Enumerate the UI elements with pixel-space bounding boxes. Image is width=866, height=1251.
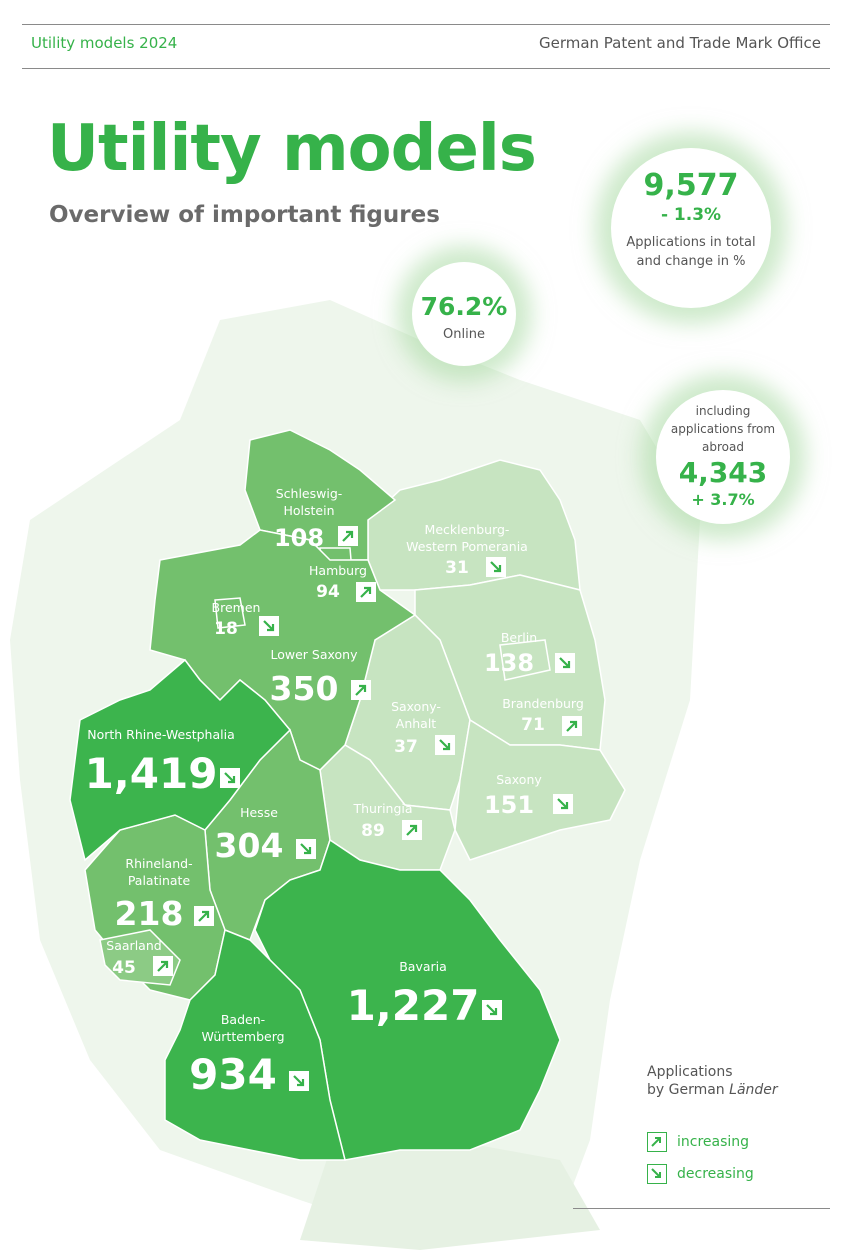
region-value-bavaria: 1,227 (347, 981, 480, 1030)
region-name-saarland: Saarland (106, 938, 161, 953)
region-value-hesse: 304 (215, 826, 284, 865)
region-value-hamburg: 94 (316, 582, 340, 602)
arrow-down-right-icon-bremen (259, 616, 279, 636)
region-name-saxony-anhalt-1: Saxony- (391, 699, 441, 714)
region-value-brandenburg: 71 (521, 715, 545, 735)
arrow-up-right-icon (647, 1132, 667, 1152)
total-applications-label-1: Applications in total (611, 233, 771, 252)
region-name-berlin: Berlin (501, 630, 537, 645)
region-value-schleswig-holstein: 108 (274, 524, 324, 552)
arrow-down-right-icon-bavaria (482, 1000, 502, 1020)
arrow-up-right-icon-schleswig-holstein (338, 526, 358, 546)
arrow-up-right-icon-hamburg (356, 582, 376, 602)
arrow-down-right-icon-north-rhine-westphalia (220, 768, 240, 788)
region-value-berlin: 138 (484, 649, 534, 677)
legend-title: Applications by German Länder (647, 1063, 778, 1099)
legend-title-italic: Länder (729, 1082, 778, 1098)
region-name-baden-wurttemberg-1: Baden- (221, 1012, 265, 1027)
legend-increasing-label: increasing (677, 1134, 749, 1150)
total-applications-value: 9,577 (611, 168, 771, 203)
arrow-up-right-icon-rhineland-palatinate (194, 906, 214, 926)
region-value-thuringia: 89 (361, 821, 385, 841)
arrow-up-right-icon-saarland (153, 956, 173, 976)
region-name-lower-saxony: Lower Saxony (271, 647, 359, 662)
region-value-saxony: 151 (484, 791, 534, 819)
region-name-hamburg: Hamburg (309, 563, 367, 578)
region-value-north-rhine-westphalia: 1,419 (85, 749, 218, 798)
region-value-baden-wurttemberg: 934 (189, 1050, 277, 1099)
region-value-saxony-anhalt: 37 (394, 737, 418, 757)
arrow-up-right-icon-thuringia (402, 820, 422, 840)
online-value: 76.2% (412, 292, 516, 321)
footer-rule (573, 1208, 830, 1209)
arrow-down-right-icon-hesse (296, 839, 316, 859)
region-name-schleswig-holstein-2: Holstein (283, 503, 334, 518)
region-name-saxony: Saxony (496, 772, 542, 787)
region-name-schleswig-holstein-1: Schleswig- (276, 486, 343, 501)
region-name-hesse: Hesse (240, 805, 278, 820)
arrow-up-right-icon-lower-saxony (351, 680, 371, 700)
legend-decreasing: decreasing (647, 1164, 754, 1184)
region-name-bavaria: Bavaria (399, 959, 447, 974)
region-name-mecklenburg-western-pomerania-1: Mecklenburg- (425, 522, 510, 537)
arrow-down-right-icon (647, 1164, 667, 1184)
region-name-bremen: Bremen (212, 600, 261, 615)
legend-increasing: increasing (647, 1132, 749, 1152)
region-name-brandenburg: Brandenburg (502, 696, 584, 711)
abroad-bubble: including applications from abroad 4,343… (656, 390, 790, 524)
region-value-mecklenburg-western-pomerania: 31 (445, 558, 469, 578)
online-bubble: 76.2% Online (412, 262, 516, 366)
arrow-down-right-icon-berlin (555, 653, 575, 673)
legend-decreasing-label: decreasing (677, 1166, 754, 1182)
region-value-saarland: 45 (112, 958, 136, 978)
region-value-rhineland-palatinate: 218 (115, 894, 184, 933)
arrow-down-right-icon-baden-wurttemberg (289, 1071, 309, 1091)
abroad-label-1: including (656, 402, 790, 420)
arrow-down-right-icon-mecklenburg-western-pomerania (486, 557, 506, 577)
region-name-thuringia: Thuringia (352, 801, 412, 816)
region-name-rhineland-palatinate-1: Rhineland- (125, 856, 192, 871)
total-applications-change: - 1.3% (611, 205, 771, 225)
arrow-down-right-icon-saxony (553, 794, 573, 814)
arrow-down-right-icon-saxony-anhalt (435, 735, 455, 755)
legend-title-line1: Applications (647, 1063, 778, 1081)
region-value-bremen: 18 (214, 619, 238, 639)
region-name-north-rhine-westphalia: North Rhine-Westphalia (87, 727, 235, 742)
abroad-label-2: applications from (656, 420, 790, 438)
total-applications-label-2: and change in % (611, 252, 771, 271)
region-name-baden-wurttemberg-2: Württemberg (201, 1029, 284, 1044)
total-applications-bubble: 9,577 - 1.3% Applications in total and c… (611, 148, 771, 308)
online-label: Online (412, 325, 516, 344)
region-value-lower-saxony: 350 (270, 669, 339, 708)
arrow-up-right-icon-brandenburg (562, 716, 582, 736)
legend-title-line2: by German Länder (647, 1081, 778, 1099)
abroad-change: + 3.7% (656, 490, 790, 509)
region-name-saxony-anhalt-2: Anhalt (396, 716, 437, 731)
abroad-label-3: abroad (656, 438, 790, 456)
legend-title-prefix: by German (647, 1082, 729, 1098)
region-name-mecklenburg-western-pomerania-2: Western Pomerania (406, 539, 528, 554)
region-name-rhineland-palatinate-2: Palatinate (128, 873, 191, 888)
abroad-value: 4,343 (656, 456, 790, 490)
